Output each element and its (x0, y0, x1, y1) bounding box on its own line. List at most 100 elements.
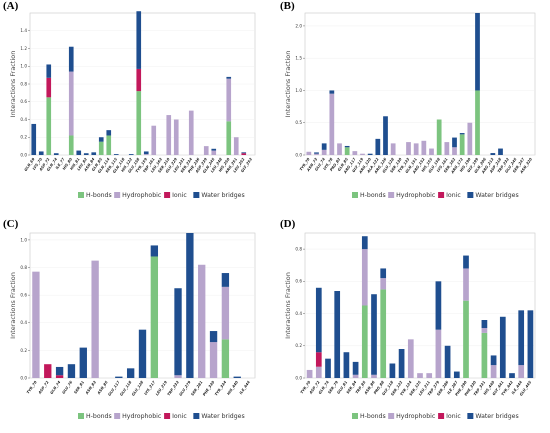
bar-segment-water (226, 76, 232, 79)
bar-segment-water (371, 294, 377, 375)
bar-segment-hydrophobic (352, 151, 358, 155)
bar-segment-water (174, 288, 182, 376)
bar-segment-hydrophobic (306, 151, 312, 155)
bar-segment-hydrophobic (91, 260, 99, 378)
y-tick-label: 0.8 (20, 81, 27, 86)
bar-segment-water (375, 138, 381, 155)
legend-label-hydrophobic: Hydrophobic (122, 192, 162, 199)
bar-segment-hydrophobic (463, 268, 469, 301)
y-tick-label: 1.0 (20, 237, 27, 242)
bar-segment-ionic (55, 375, 64, 378)
bar-segment-hydrophobic (490, 365, 497, 378)
x-tick-label: SER_79 (327, 380, 339, 395)
bar-segment-hbonds (221, 339, 230, 378)
bar-segment-water (46, 64, 52, 78)
x-tick-label: SER_84 (346, 380, 358, 395)
bar-segment-water (498, 148, 503, 155)
legend-label-water: Water bridges (201, 192, 244, 199)
legend-swatch-water (467, 413, 474, 419)
y-tick-label: 0.5 (295, 120, 302, 125)
bar-segment-hbonds (150, 256, 159, 378)
bar-segment-water (444, 345, 451, 378)
bar-segment-hydrophobic (435, 329, 442, 378)
x-tick-label: LYS_70 (32, 157, 43, 171)
bar-segment-hydrophobic (32, 271, 40, 378)
bar-segment-water (361, 236, 368, 250)
bar-segment-water (211, 148, 217, 151)
bar-segment-hydrophobic (429, 148, 434, 155)
x-tick-label: TYR_70 (299, 157, 311, 172)
bar-segment-water (463, 255, 469, 269)
bar-segment-hydrophobic (417, 373, 423, 378)
legend: H-bonds Hydrophobic Ionic Water bridges (352, 413, 519, 420)
y-tick-label: 1.0 (295, 88, 302, 93)
chart-panel-3: (C) 0.0 0.2 0.4 0.6 0.8 1.0 Interactions Fracti… (3, 218, 256, 420)
bar-segment-water (389, 363, 396, 378)
bar-segment-hydrophobic (143, 154, 149, 155)
legend: H-bonds Hydrophobic Ionic Water bridges (78, 192, 245, 199)
legend-label-ionic: Ionic (172, 192, 187, 199)
bar-segment-water (344, 145, 350, 148)
x-tick-label: HIS_80 (62, 157, 73, 171)
bar-segment-hydrophobic (360, 153, 365, 155)
bar-segment-hbonds (226, 121, 232, 155)
legend-swatch-hydrophobic (114, 192, 121, 198)
bar-segment-hbonds (344, 147, 350, 155)
bar-segment-water (435, 281, 442, 330)
y-tick-label: 0.6 (20, 99, 27, 104)
x-tick-label: GLU_76 (62, 380, 74, 395)
y-tick-label: 0.0 (295, 152, 302, 157)
bar-segment-hydrophobic (188, 110, 194, 155)
legend-swatch-hydrophobic (388, 413, 395, 419)
legend-label-hydrophobic: Hydrophobic (396, 413, 436, 420)
legend-label-hbonds: H-bonds (360, 413, 386, 420)
x-tick-label: ASP_72 (37, 380, 50, 396)
bar-segment-water (325, 358, 331, 378)
bar-segment-water (79, 347, 87, 378)
bar-segment-water (209, 331, 218, 343)
bar-segment-hydrophobic (211, 150, 217, 155)
bar-segment-water (527, 310, 534, 378)
bar-segment-hydrophobic (337, 143, 342, 155)
x-tick-label: LEU_82 (76, 157, 88, 172)
y-tick-label: 0.4 (20, 117, 27, 122)
bar-segment-hydrophobic (518, 365, 525, 378)
bar-segment-hbonds (136, 91, 142, 155)
bar-segment-water (91, 152, 97, 155)
x-tick-label: ILE_444 (239, 380, 251, 395)
bar-segment-water (136, 11, 142, 69)
bar-segment-hbonds (459, 134, 465, 155)
bar-segment-water (329, 90, 335, 94)
y-tick-label: 0.4 (20, 320, 27, 325)
bar-segment-hydrophobic (407, 339, 414, 378)
bar-segment-hydrophobic (426, 373, 433, 378)
bar-segment-water (138, 329, 147, 378)
bar-segment-water (499, 316, 506, 378)
legend-label-water: Water bridges (475, 413, 518, 420)
bar-segment-water (53, 153, 59, 155)
x-tick-label: ASN_83 (84, 380, 97, 396)
bar-segment-water (321, 143, 327, 150)
bar-segment-hydrophobic (371, 374, 377, 378)
panel-label: (B) (280, 0, 295, 12)
bar-segment-water (459, 133, 465, 135)
x-tick-label: HIS_81 (69, 157, 80, 171)
legend-label-water: Water bridges (201, 413, 244, 420)
y-tick-label: 1.4 (20, 28, 27, 33)
y-tick-label: 0.0 (295, 375, 302, 380)
x-tick-label: ILE_77 (55, 157, 66, 170)
legend-label-hbonds: H-bonds (86, 192, 112, 199)
bar-segment-water (481, 320, 488, 329)
legend-label-hydrophobic: Hydrophobic (396, 192, 436, 199)
bar-segment-hydrophobic (198, 264, 206, 378)
legend: H-bonds Hydrophobic Ionic Water bridges (78, 413, 245, 420)
legend-swatch-water (467, 192, 474, 198)
bar-segment-hydrophobic (174, 375, 182, 378)
bar-segment-hydrophobic (413, 143, 419, 155)
legend-label-hbonds: H-bonds (360, 192, 386, 199)
bar-segment-hydrophobic (467, 122, 473, 155)
bar-segment-water (490, 355, 497, 366)
y-tick-label: 2.0 (295, 23, 302, 28)
bar-segment-ionic (46, 77, 52, 98)
